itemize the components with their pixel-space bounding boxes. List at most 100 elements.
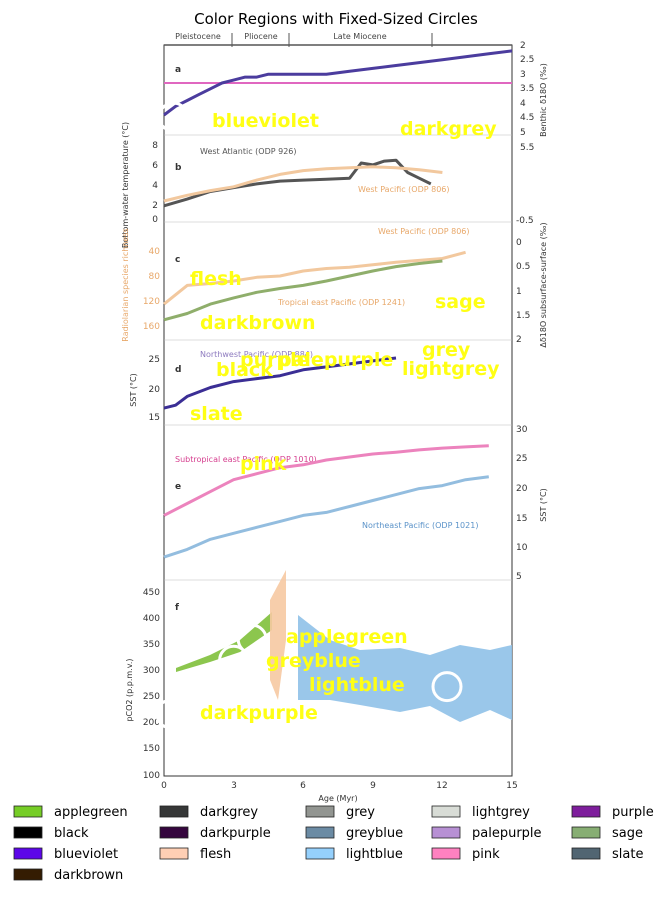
panel-e-right-axis: 30 25 20 15 10 5 SST (°C): [516, 425, 548, 582]
tick-label: 3: [520, 70, 526, 80]
marker-circle: [155, 698, 187, 730]
annotation: West Atlantic (ODP 926): [200, 147, 297, 156]
tick-label: 4.5: [520, 113, 534, 123]
overlay-labels: blueviolet darkgrey flesh sage darkbrown…: [190, 110, 500, 724]
axis-label: SST (°C): [539, 488, 548, 521]
legend-swatch: [159, 847, 189, 860]
axis-label: Benthic δ18O (‰): [539, 63, 548, 137]
legend-swatch: [13, 805, 43, 818]
overlay-label: greyblue: [266, 650, 361, 672]
overlay-label: applegreen: [286, 626, 408, 648]
annotation: Subtropical east Pacific (ODP 1010): [175, 455, 317, 464]
tick-label: 15: [506, 781, 517, 791]
tick-label: 160: [143, 322, 160, 332]
legend-label: darkpurple: [200, 826, 271, 841]
tick-label: 250: [143, 692, 160, 702]
tick-label: 4: [152, 181, 158, 191]
annotation: Tropical east Pacific (ODP 1241): [277, 298, 405, 307]
series-line: [163, 165, 443, 203]
legend-swatch: [571, 805, 601, 818]
annotation: Northwest Pacific (ODP 884): [200, 350, 313, 359]
panel-d-left-axis: 25 20 15 SST (°C): [129, 355, 160, 423]
tick-label: 5.5: [520, 143, 534, 153]
tick-label: 300: [143, 666, 160, 676]
legend-swatch: [159, 805, 189, 818]
tick-label: 6: [152, 161, 158, 171]
tick-label: 15: [516, 514, 527, 524]
tick-label: 400: [143, 614, 160, 624]
overlay-label: palepurple: [278, 349, 393, 371]
panel-letter: d: [175, 365, 181, 375]
legend-swatch: [431, 805, 461, 818]
tick-label: 25: [516, 454, 527, 464]
legend-swatch: [13, 826, 43, 839]
series-line: [163, 49, 513, 117]
tick-label: 25: [149, 355, 160, 365]
series-line: [163, 250, 466, 306]
legend-swatch: [13, 868, 43, 881]
legend-item: grey: [305, 805, 375, 820]
legend-item: darkpurple: [159, 826, 271, 841]
tick-label: 15: [149, 413, 160, 423]
legend-item: applegreen: [13, 805, 128, 820]
tick-label: 0.5: [516, 262, 530, 272]
legend-swatch: [571, 847, 601, 860]
tick-label: 40: [149, 247, 161, 257]
tick-label: 80: [149, 272, 161, 282]
overlay-label: sage: [435, 291, 486, 313]
tick-label: 100: [143, 771, 160, 781]
epoch-bar: Pleistocene Pliocene Late Miocene: [164, 32, 512, 47]
annotation: West Pacific (ODP 806): [378, 227, 470, 236]
legend-label: pink: [472, 847, 500, 862]
tick-label: 1: [516, 287, 522, 297]
tick-label: 3: [231, 781, 237, 791]
legend-swatch: [431, 826, 461, 839]
tick-label: 0: [152, 215, 158, 225]
tick-label: 1.5: [516, 311, 530, 321]
overlay-label: purple: [240, 349, 310, 371]
overlay-label: pink: [240, 453, 287, 475]
tick-label: 2: [520, 41, 526, 51]
legend-item: greyblue: [305, 826, 403, 841]
series-line: [163, 475, 489, 559]
tick-label: 5: [520, 128, 526, 138]
tick-label: 2: [516, 335, 522, 345]
tick-label: 20: [516, 484, 528, 494]
overlay-label: black: [216, 359, 273, 381]
legend-item: palepurple: [431, 826, 542, 841]
marker-circle: [431, 671, 463, 703]
overlay-label: lightblue: [309, 674, 405, 696]
marker-circle: [236, 623, 268, 655]
legend-item: darkgrey: [159, 805, 258, 820]
epoch-label: Pleistocene: [175, 32, 221, 41]
panel-c-right-axis: -0.5 0 0.5 1 1.5 2 Δδ18O subsurface-surf…: [516, 216, 548, 348]
legend-item: lightblue: [305, 847, 403, 862]
legend-swatch: [431, 847, 461, 860]
legend-swatch: [305, 847, 335, 860]
tick-label: 2.5: [520, 55, 534, 65]
legend-label: lightgrey: [472, 805, 530, 820]
tick-label: 2: [152, 201, 158, 211]
legend-label: palepurple: [472, 826, 542, 841]
panel-f-left-axis: 450 400 350 300 250 200 150 100 pCO2 (p.…: [125, 588, 160, 781]
legend-label: applegreen: [54, 805, 128, 820]
tick-label: 30: [516, 425, 528, 435]
legend-item: blueviolet: [13, 847, 118, 862]
applegreen-band: [176, 612, 272, 672]
overlay-label: flesh: [190, 268, 242, 290]
legend-item: slate: [571, 847, 643, 862]
legend-item: purple: [571, 805, 654, 820]
axis-label: SST (°C): [129, 373, 138, 406]
tick-label: 6: [300, 781, 306, 791]
annotation: Northeast Pacific (ODP 1021): [362, 521, 478, 530]
legend-label: purple: [612, 805, 654, 820]
panel-c-left-axis: 40 80 120 160 Radiolarian species richne…: [121, 228, 160, 341]
legend-swatch: [305, 826, 335, 839]
overlay-label: slate: [190, 403, 243, 425]
overlay-label: lightgrey: [402, 358, 500, 380]
marker-circle: [218, 644, 250, 676]
legend-swatch: [305, 805, 335, 818]
tick-label: 450: [143, 588, 160, 598]
axis-label: Bottom-water temperature (°C): [121, 122, 130, 248]
marker-circle: [157, 101, 189, 133]
